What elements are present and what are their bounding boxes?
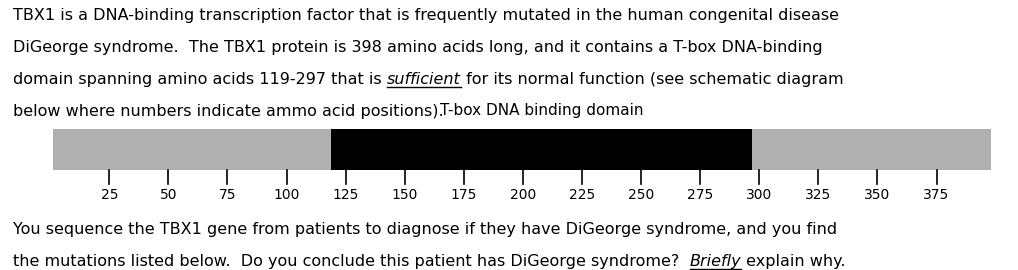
Text: 175: 175: [451, 188, 477, 202]
Text: T-box DNA binding domain: T-box DNA binding domain: [440, 103, 643, 118]
Text: below where numbers indicate ammo acid positions).: below where numbers indicate ammo acid p…: [13, 104, 444, 119]
Text: the mutations listed below.  Do you conclude this patient has DiGeorge syndrome?: the mutations listed below. Do you concl…: [13, 254, 690, 269]
Bar: [332, 129, 752, 170]
Text: You sequence the TBX1 gene from patients to diagnose if they have DiGeorge syndr: You sequence the TBX1 gene from patients…: [13, 222, 838, 237]
Text: 325: 325: [805, 188, 832, 202]
Text: sufficient: sufficient: [387, 72, 461, 87]
Text: 250: 250: [628, 188, 655, 202]
Text: 25: 25: [101, 188, 118, 202]
Text: 375: 375: [923, 188, 950, 202]
Text: TBX1 is a DNA-binding transcription factor that is frequently mutated in the hum: TBX1 is a DNA-binding transcription fact…: [13, 8, 839, 23]
Text: 50: 50: [160, 188, 177, 202]
Bar: [53, 129, 991, 170]
Text: 125: 125: [333, 188, 358, 202]
Text: explain why.: explain why.: [741, 254, 846, 269]
Text: 100: 100: [274, 188, 299, 202]
Text: 275: 275: [687, 188, 714, 202]
Text: 300: 300: [746, 188, 773, 202]
Text: domain spanning amino acids 119-297 that is: domain spanning amino acids 119-297 that…: [13, 72, 387, 87]
Text: 225: 225: [569, 188, 596, 202]
Text: 350: 350: [864, 188, 891, 202]
Text: 75: 75: [219, 188, 236, 202]
Text: 200: 200: [510, 188, 536, 202]
Text: for its normal function (see schematic diagram: for its normal function (see schematic d…: [461, 72, 843, 87]
Text: 150: 150: [392, 188, 418, 202]
Text: Briefly: Briefly: [690, 254, 741, 269]
Text: DiGeorge syndrome.  The TBX1 protein is 398 amino acids long, and it contains a : DiGeorge syndrome. The TBX1 protein is 3…: [13, 40, 823, 55]
